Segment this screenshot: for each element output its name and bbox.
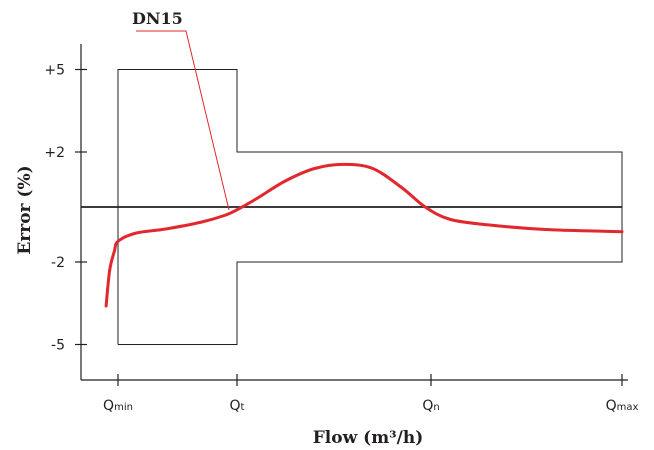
x-tick-label-base: Q	[103, 398, 114, 414]
y-axis-title: Error (%)	[15, 165, 35, 254]
x-ticks: Qmin Qt Qn Qmax	[103, 374, 638, 414]
axes	[80, 44, 628, 381]
y-ticks: +5 +2 -2 -5	[44, 63, 87, 354]
dn15-callout-line	[136, 30, 230, 211]
y-tick-label: +2	[44, 145, 65, 161]
x-tick-label: Qn	[422, 398, 439, 414]
x-tick-label-base: Q	[422, 398, 433, 414]
dn15-error-curve	[104, 162, 624, 308]
x-tick-label-subscript: min	[114, 402, 133, 413]
x-tick-label: Qmin	[103, 398, 133, 414]
y-tick-label: -5	[51, 338, 65, 354]
x-tick-label-base: Q	[606, 398, 617, 414]
error-envelope	[117, 69, 623, 345]
x-tick-label-base: Q	[230, 398, 241, 414]
x-tick-label-subscript: t	[241, 402, 245, 413]
x-tick-label-subscript: n	[433, 402, 439, 413]
y-tick-label: +5	[44, 63, 65, 79]
y-tick-label: -2	[51, 255, 65, 271]
x-tick-label: Qt	[230, 398, 245, 414]
x-axis-title: Flow (m³/h)	[313, 428, 424, 448]
x-tick-label: Qmax	[606, 398, 639, 414]
dn15-label: DN15	[132, 9, 183, 28]
x-tick-label-subscript: max	[617, 402, 639, 413]
